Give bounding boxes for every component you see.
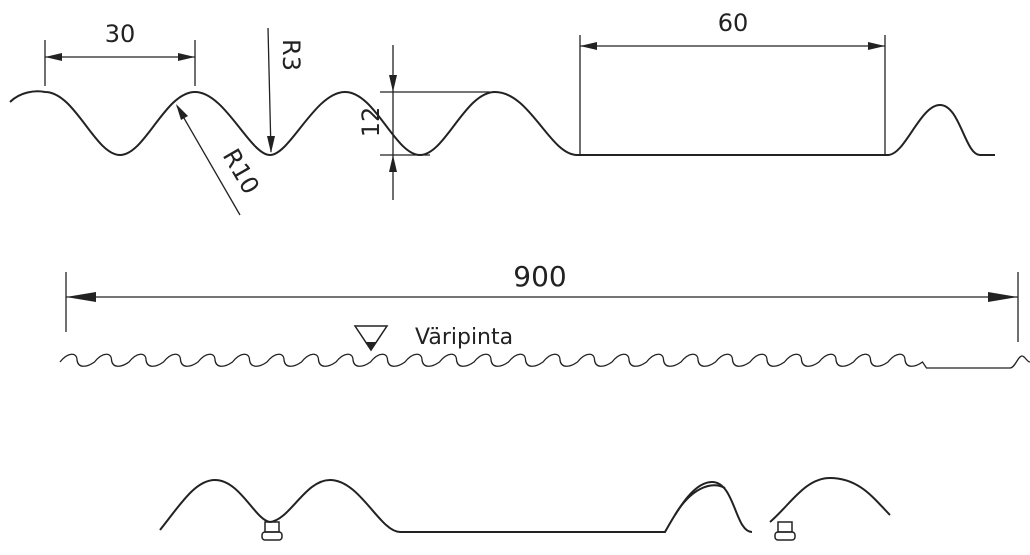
screw: [774, 521, 796, 541]
surface-label: Väripinta: [415, 325, 513, 350]
height-dimension: 12: [357, 45, 490, 200]
profile-detail: [9, 90, 995, 157]
width-dimension: 900: [65, 260, 1019, 342]
profile-overlap-2: [674, 476, 891, 523]
inner-radius-dimension: R3: [267, 27, 305, 153]
pitch-dimension: 30: [44, 20, 196, 86]
dimension-label: 12: [357, 107, 385, 138]
profile-full: [59, 353, 1030, 369]
dimension-label: 60: [718, 9, 749, 37]
dimension-label: 30: [105, 20, 136, 48]
flat-dimension: 60: [579, 9, 886, 155]
screw: [261, 521, 283, 541]
dimension-label: R10: [217, 144, 265, 199]
dimension-label: 900: [513, 260, 566, 293]
outer-radius-dimension: R10: [176, 104, 265, 216]
profile-overlap: [159, 478, 753, 533]
dimension-label: R3: [277, 39, 305, 71]
surface-marker: Väripinta: [353, 325, 513, 352]
